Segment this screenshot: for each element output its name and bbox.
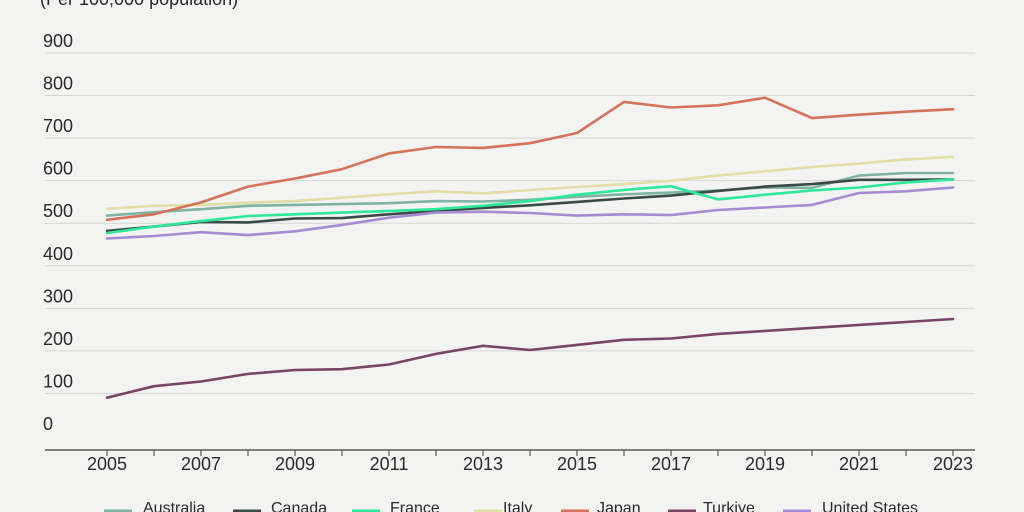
- series-line-australia: [105, 171, 955, 217]
- x-tick-label: 2017: [651, 454, 691, 474]
- chart-subtitle: (Per 100,000 population): [40, 0, 238, 9]
- legend-label: Turkiye: [703, 500, 755, 512]
- y-tick-label: 800: [43, 74, 73, 94]
- x-tick-label: 2015: [557, 454, 597, 474]
- y-tick-label: 100: [43, 371, 73, 391]
- series-line-canada: [105, 178, 955, 233]
- x-tick-label: 2007: [181, 454, 221, 474]
- y-tick-label: 600: [43, 159, 73, 179]
- series-lines: [105, 96, 955, 400]
- series-line-italy: [105, 155, 955, 211]
- x-tick-label: 2005: [87, 454, 127, 474]
- legend-label: Australia: [143, 500, 205, 512]
- y-tick-label: 400: [43, 244, 73, 264]
- x-axis: 2005 2007 2009 2011 2013 2015 2017 2019 2021 2023: [45, 449, 975, 474]
- x-tick-label: 2009: [275, 454, 315, 474]
- legend-label: Canada: [271, 500, 327, 512]
- series-line-united-states: [105, 186, 955, 240]
- y-tick-label: 200: [43, 329, 73, 349]
- legend: Australia Canada France Italy Japan Turkiye Un…: [104, 500, 918, 512]
- legend-label: Japan: [597, 500, 641, 512]
- y-axis-ticks: 0 100 200 300 400 500 600 700 800 900: [43, 31, 73, 434]
- legend-item: Canada: [233, 500, 327, 512]
- legend-item: France: [352, 500, 440, 512]
- y-tick-label: 700: [43, 116, 73, 136]
- series-line-turkiye: [105, 317, 955, 400]
- x-tick-label: 2013: [463, 454, 503, 474]
- legend-item: Turkiye: [668, 500, 755, 512]
- x-tick-label: 2021: [839, 454, 879, 474]
- legend-label: Italy: [503, 500, 532, 512]
- legend-item: United States: [783, 500, 918, 512]
- x-tick-label: 2011: [370, 454, 409, 474]
- series-line-japan: [105, 96, 955, 222]
- series-line-france: [105, 178, 955, 235]
- y-tick-label: 900: [43, 31, 73, 51]
- legend-label: United States: [822, 500, 918, 512]
- legend-item: Italy: [474, 500, 532, 512]
- y-tick-label: 0: [43, 414, 53, 434]
- y-tick-label: 500: [43, 201, 73, 221]
- legend-item: Japan: [561, 500, 641, 512]
- legend-label: France: [390, 500, 440, 512]
- y-tick-label: 300: [43, 286, 73, 306]
- legend-item: Australia: [104, 500, 205, 512]
- x-tick-label: 2023: [933, 454, 973, 474]
- x-tick-label: 2019: [745, 454, 785, 474]
